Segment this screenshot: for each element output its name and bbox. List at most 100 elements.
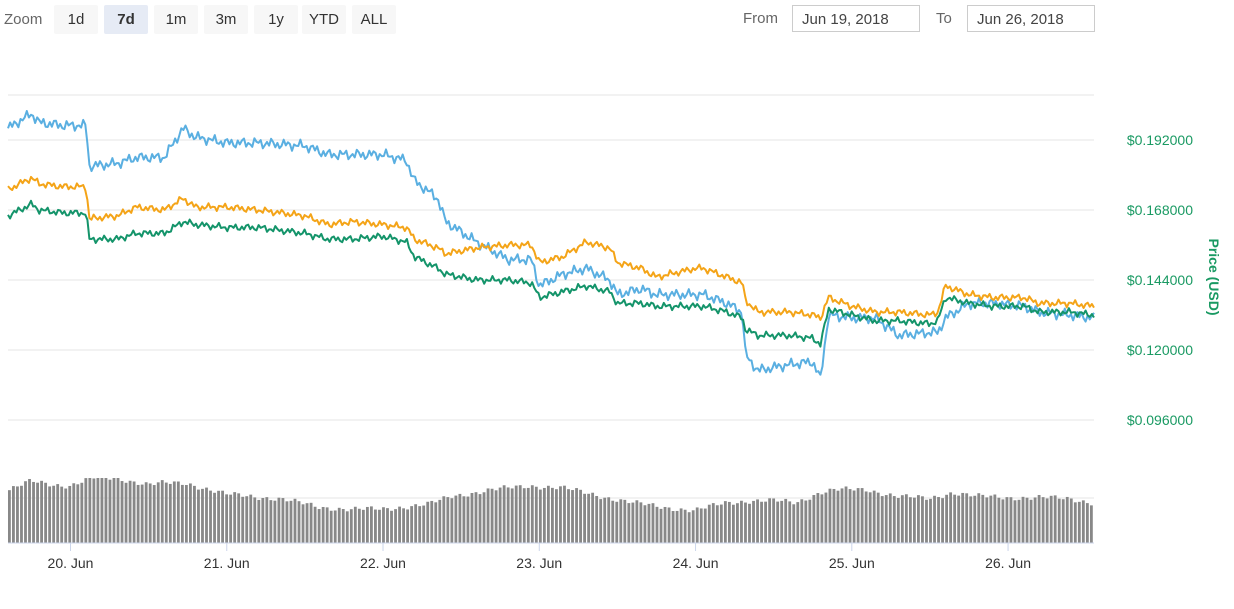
volume-bar: [1033, 497, 1037, 543]
volume-bar: [643, 505, 647, 543]
volume-bar: [374, 509, 377, 543]
volume-bar: [563, 485, 566, 543]
volume-bar: [68, 485, 72, 543]
volume-bar: [390, 510, 393, 543]
volume-bar: [197, 489, 200, 543]
volume-bar: [112, 478, 116, 543]
volume-bar: [800, 499, 804, 543]
volume-bar: [402, 508, 405, 543]
volume-bar: [623, 499, 627, 543]
volume-bar: [104, 478, 108, 543]
volume-bar: [285, 501, 289, 543]
from-date-input[interactable]: Jun 19, 2018: [792, 5, 920, 32]
to-date-input[interactable]: Jun 26, 2018: [967, 5, 1095, 32]
zoom-3m-button[interactable]: 3m: [204, 5, 248, 34]
volume-bar: [631, 502, 635, 543]
volume-bar: [474, 492, 478, 543]
volume-bar: [744, 502, 747, 543]
volume-bar: [913, 497, 916, 543]
volume-bar: [559, 486, 562, 543]
volume-bar: [542, 487, 546, 543]
volume-bar: [872, 490, 876, 543]
volume-bar: [321, 506, 325, 543]
volume-bar: [349, 509, 353, 543]
volume-bar: [679, 508, 683, 543]
volume-bar: [599, 499, 603, 543]
volume-bar: [257, 499, 261, 543]
volume-bar: [732, 504, 735, 543]
volume-bar: [534, 486, 538, 543]
volume-bar: [265, 497, 269, 543]
volume-bar: [353, 506, 357, 543]
volume-bar: [635, 500, 639, 543]
volume-bar: [917, 495, 920, 543]
volume-bar: [752, 500, 755, 543]
volume-bar: [64, 488, 68, 543]
volume-bar: [1045, 498, 1049, 543]
volume-bar: [281, 498, 285, 543]
volume-bar: [526, 487, 530, 543]
volume-bar: [892, 496, 896, 543]
volume-bar: [1037, 494, 1041, 543]
volume-bar: [406, 509, 410, 543]
volume-bar: [933, 495, 936, 543]
zoom-7d-button[interactable]: 7d: [104, 5, 148, 34]
volume-bar: [864, 491, 868, 543]
volume-bar: [768, 498, 772, 543]
volume-bar: [607, 497, 611, 543]
volume-bar: [494, 490, 498, 543]
volume-bar: [1021, 496, 1025, 543]
volume-bar: [1049, 495, 1053, 543]
volume-bar: [132, 481, 136, 543]
zoom-1y-button[interactable]: 1y: [254, 5, 298, 34]
volume-bar: [1089, 505, 1093, 543]
y-tick-label: $0.192000: [1127, 132, 1193, 148]
volume-bar: [172, 481, 176, 543]
series-line-orange: [7, 175, 1095, 321]
volume-bar: [128, 480, 132, 543]
volume-bar: [136, 484, 140, 543]
volume-bar: [156, 482, 160, 543]
volume-bar: [160, 480, 164, 543]
volume-bar: [418, 506, 422, 543]
volume-bar: [76, 484, 80, 543]
volume-bar: [152, 485, 156, 543]
volume-bar: [44, 482, 48, 543]
volume-bar: [40, 480, 43, 543]
volume-bar: [454, 495, 458, 543]
volume-bar: [144, 482, 148, 543]
grid-lines: [8, 94, 1094, 499]
volume-bar: [647, 503, 651, 543]
volume-bar: [8, 490, 11, 543]
volume-bar: [217, 490, 220, 543]
volume-bar: [852, 490, 856, 543]
volume-bar: [305, 503, 309, 543]
volume-bar: [414, 504, 418, 543]
volume-bar: [957, 495, 961, 543]
volume-bar: [60, 486, 64, 543]
volume-bar: [422, 505, 426, 543]
volume-bars: [8, 478, 1093, 543]
volume-bar: [386, 508, 389, 543]
volume-bar: [205, 487, 208, 543]
x-tick-label: 21. Jun: [204, 555, 250, 571]
volume-bar: [591, 492, 595, 543]
volume-bar: [900, 495, 904, 543]
volume-bar: [756, 499, 759, 543]
zoom-ytd-button[interactable]: YTD: [302, 5, 346, 34]
zoom-1m-button[interactable]: 1m: [154, 5, 198, 34]
volume-bar: [583, 493, 586, 543]
volume-bar: [840, 488, 844, 543]
volume-bar: [792, 504, 796, 543]
volume-bar: [981, 494, 985, 543]
zoom-1d-button[interactable]: 1d: [54, 5, 98, 34]
volume-bar: [663, 506, 667, 543]
zoom-all-button[interactable]: ALL: [352, 5, 396, 34]
volume-bar: [740, 500, 743, 543]
volume-bar: [736, 503, 739, 543]
volume-bar: [587, 493, 591, 543]
volume-bar: [482, 492, 486, 543]
volume-bar: [176, 481, 180, 543]
volume-bar: [56, 484, 60, 543]
